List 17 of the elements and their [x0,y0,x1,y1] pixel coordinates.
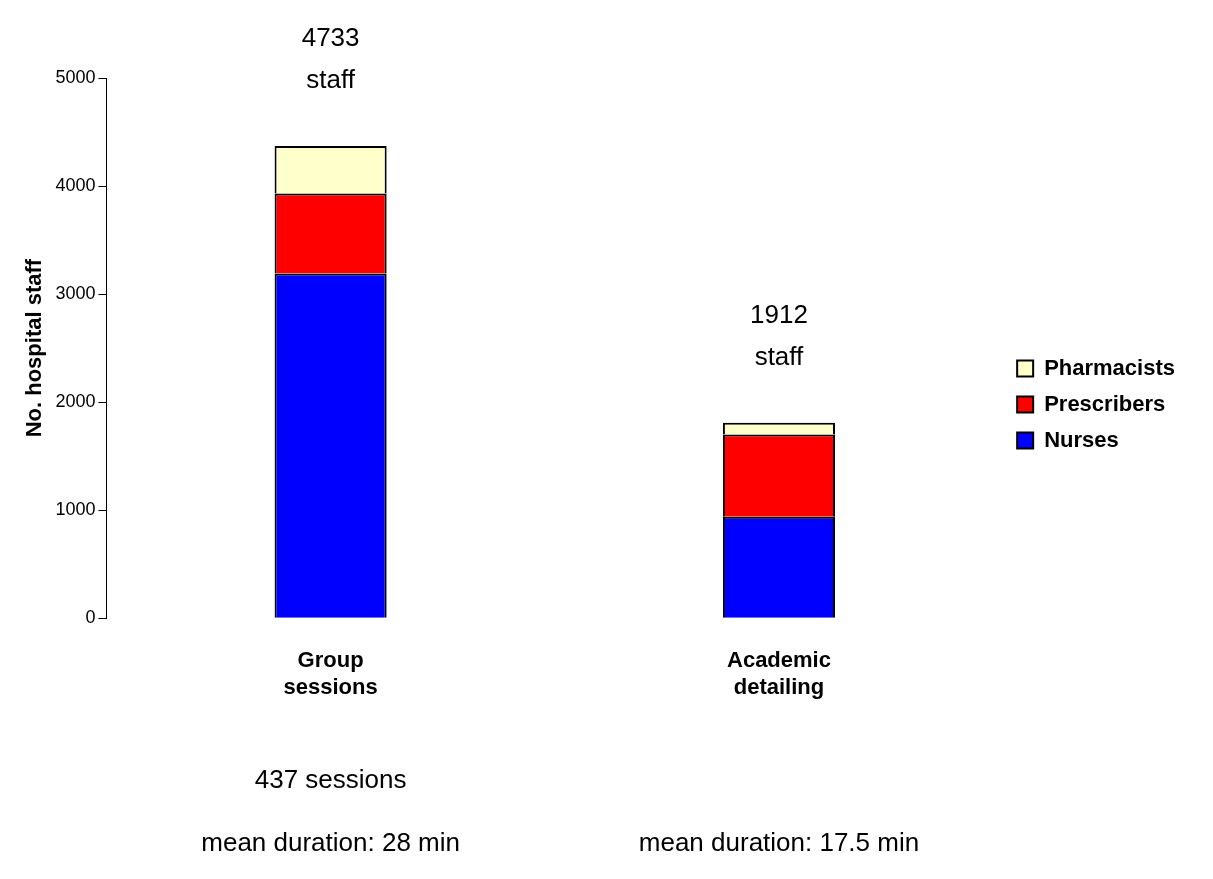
y-axis-title: No. hospital staff [21,258,47,438]
y-tick-label: 2000 [55,391,96,412]
y-tick-label: 4000 [55,175,96,196]
y-tick-label: 5000 [55,66,96,87]
text: mean duration: 28 min [201,827,460,857]
y-tick-label: 0 [85,607,96,628]
x-tick-label: Academic detailing [727,647,831,699]
y-tick-label: 1000 [55,499,96,520]
text: mean duration: 17.5 min [638,827,920,857]
x-tick-label: Group sessions [283,647,378,699]
legend-label: Pharmacists [1044,354,1176,380]
text: 437 sessions [254,764,407,794]
legend-label: Nurses [1044,426,1119,452]
annotation: 1912 staff [750,298,808,371]
y-tick-label: 3000 [55,283,96,304]
legend-label: Prescribers [1044,390,1166,416]
annotation: 4733 staff [301,22,360,95]
